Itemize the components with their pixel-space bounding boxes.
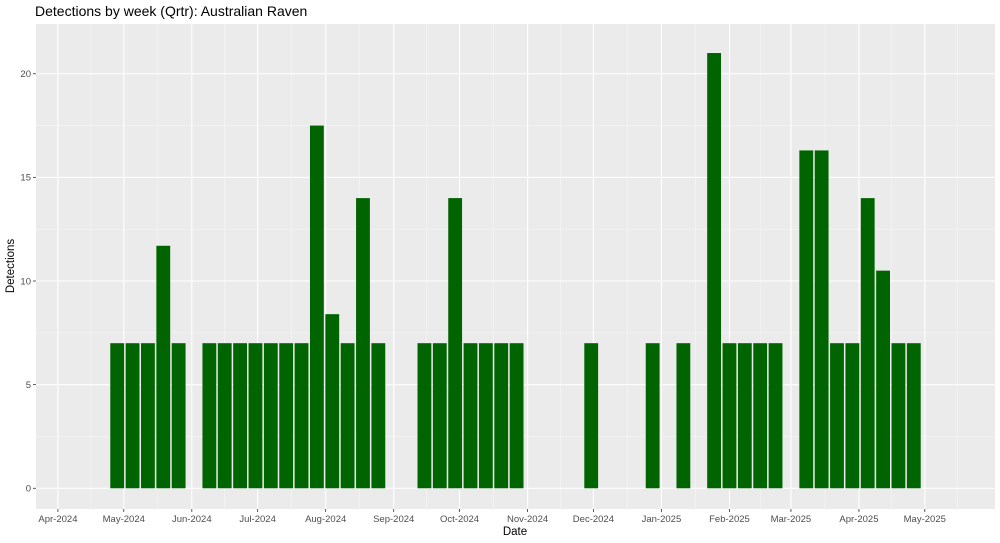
x-tick-label: Mar-2025 (771, 514, 812, 525)
x-tick-label: Jun-2024 (172, 514, 212, 525)
bar (325, 314, 340, 489)
y-tick-label: 15 (20, 173, 31, 184)
bar (263, 343, 278, 489)
bar (356, 198, 370, 489)
bar (463, 343, 478, 489)
bar (722, 343, 737, 489)
bar (294, 343, 309, 489)
x-tick-label: Sep-2024 (373, 514, 414, 525)
bar (645, 343, 660, 489)
bar (125, 343, 140, 489)
x-axis: Apr-2024 May-2024 Jun-2024 Jul-2024 Aug-2024… (38, 509, 946, 525)
bar (830, 343, 844, 489)
x-tick-label: Dec-2024 (573, 514, 614, 525)
bar (279, 343, 294, 489)
bar (799, 150, 814, 489)
bar (417, 343, 432, 489)
y-axis: 0 5 10 15 20 (20, 69, 36, 495)
bar (584, 343, 599, 489)
bar (141, 343, 155, 489)
bar (432, 343, 447, 489)
bar (233, 343, 248, 489)
bar (248, 343, 263, 489)
chart-title: Detections by week (Qrtr): Australian Ra… (35, 3, 308, 19)
x-tick-label: May-2025 (904, 514, 946, 525)
bar (448, 198, 463, 489)
bar (340, 343, 355, 489)
bar (768, 343, 783, 489)
x-tick-label: Apr-2024 (38, 514, 77, 525)
bar (707, 53, 722, 489)
bar (110, 343, 125, 489)
bar (753, 343, 768, 489)
bar (676, 343, 691, 489)
bar (814, 150, 829, 489)
x-tick-label: Apr-2025 (839, 514, 878, 525)
x-tick-label: Jul-2024 (239, 514, 275, 525)
bar (891, 343, 906, 489)
bar (509, 343, 524, 489)
bar (217, 343, 232, 489)
x-tick-label: Jan-2025 (642, 514, 682, 525)
bar (171, 343, 186, 489)
bar (860, 198, 875, 489)
x-tick-label: May-2024 (103, 514, 145, 525)
bar (494, 343, 509, 489)
bar (156, 245, 171, 489)
x-tick-label: Aug-2024 (305, 514, 346, 525)
bar (202, 343, 217, 489)
bar (845, 343, 860, 489)
x-tick-label: Nov-2024 (507, 514, 548, 525)
x-tick-label: Feb-2025 (709, 514, 750, 525)
bar (906, 343, 921, 489)
y-tick-label: 10 (20, 276, 31, 287)
y-tick-label: 20 (20, 69, 31, 80)
bar-series (110, 53, 921, 489)
y-tick-label: 0 (26, 484, 31, 495)
bar (309, 125, 324, 489)
y-axis-title: Detections (5, 239, 17, 294)
x-tick-label: Oct-2024 (440, 514, 479, 525)
bar (737, 343, 752, 489)
bar (478, 343, 493, 489)
bar (371, 343, 386, 489)
bar (876, 270, 890, 489)
y-tick-label: 5 (26, 380, 31, 391)
x-axis-title: Date (503, 526, 527, 538)
